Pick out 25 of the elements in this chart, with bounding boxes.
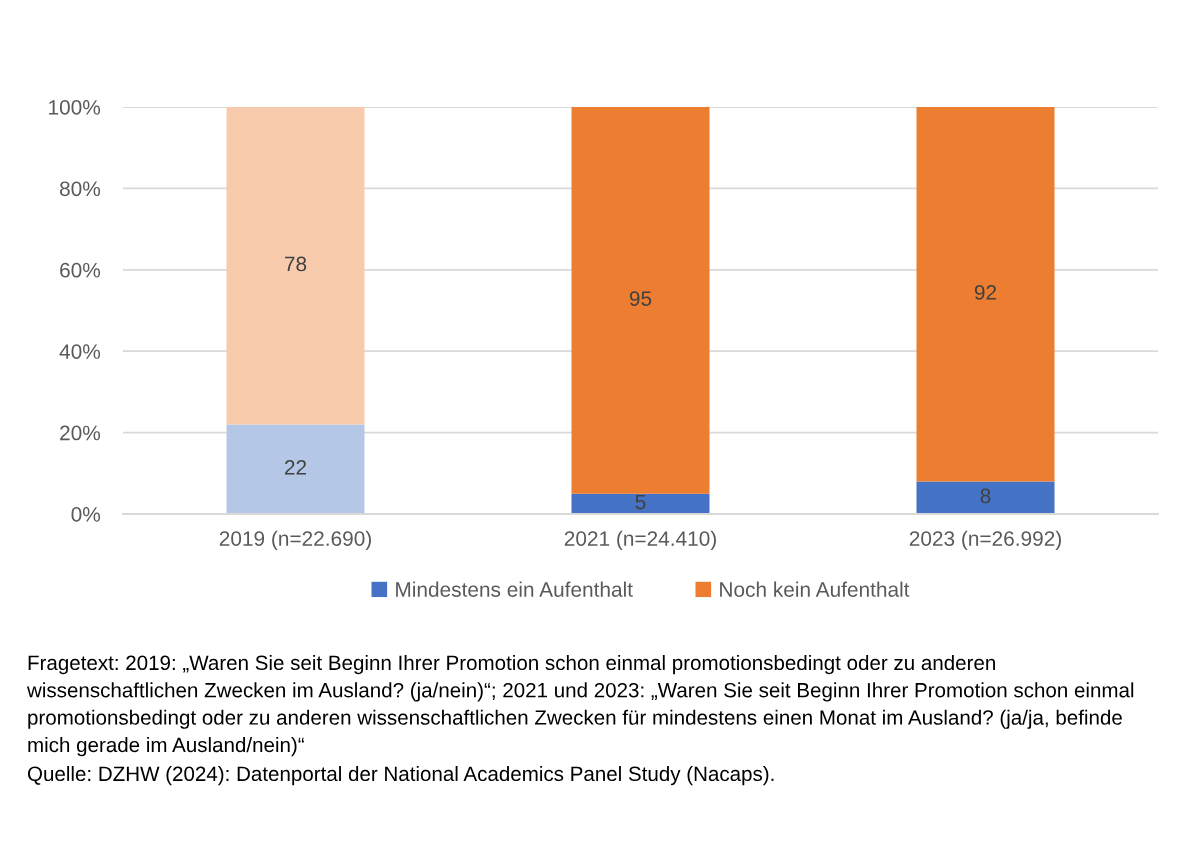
data-label: 95 [629,291,652,306]
y-tick-label: 80% [59,181,101,197]
data-label: 8 [980,488,991,504]
bar [226,424,365,514]
bar [571,493,710,514]
x-tick-label: 2021 (n=24.410) [564,530,716,551]
data-label: 78 [284,256,307,272]
data-label: 22 [284,460,307,475]
y-tick-label: 40% [59,344,101,359]
bar [916,481,1055,514]
x-tick-label: 2019 (n=22.690) [219,530,371,551]
text: Fragetext: 2019: „Waren Sie seit Beginn Ihrer Promotion schon einmal promotionsbedingt oder zu anderen wissenschaftlichen Zwecken im Ausland? (ja/nein)“; 2021 und 2023: „Waren Sie seit Beginn Ihrer Promotion schon einmal promotionsbedingt oder zu anderen wissenschaftlichen Zwecken für mindestens einen Monat im Ausland? (ja/ja, befinde mich gerade im Ausland/nein)“ [26,655,1134,757]
data-label: 5 [635,494,646,510]
y-tick-label: 60% [60,262,101,278]
legend-label: Noch kein Aufenthalt [720,581,910,597]
data-label: 92 [974,285,997,300]
source-note: Quelle: DZHW (2024): Datenportal der National Academics Panel Study (Nacaps). [27,766,774,786]
bar [226,107,365,425]
y-tick-label: 20% [60,425,101,441]
bar [571,107,710,494]
y-tick-label: 0% [71,507,101,522]
y-tick-label: 100% [49,100,101,115]
bar [916,107,1055,482]
x-tick-label: 2023 (n=26.992) [909,530,1061,551]
legend-label: Mindestens ein Aufenthalt [396,581,633,597]
